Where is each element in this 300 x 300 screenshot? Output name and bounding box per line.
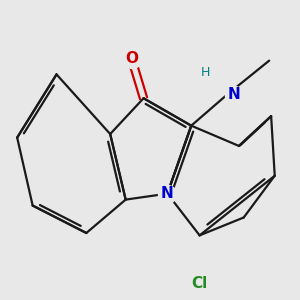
Text: N: N xyxy=(161,186,174,201)
Text: N: N xyxy=(227,87,240,102)
Text: Cl: Cl xyxy=(191,276,208,291)
Text: O: O xyxy=(125,51,138,66)
Text: H: H xyxy=(200,66,210,79)
